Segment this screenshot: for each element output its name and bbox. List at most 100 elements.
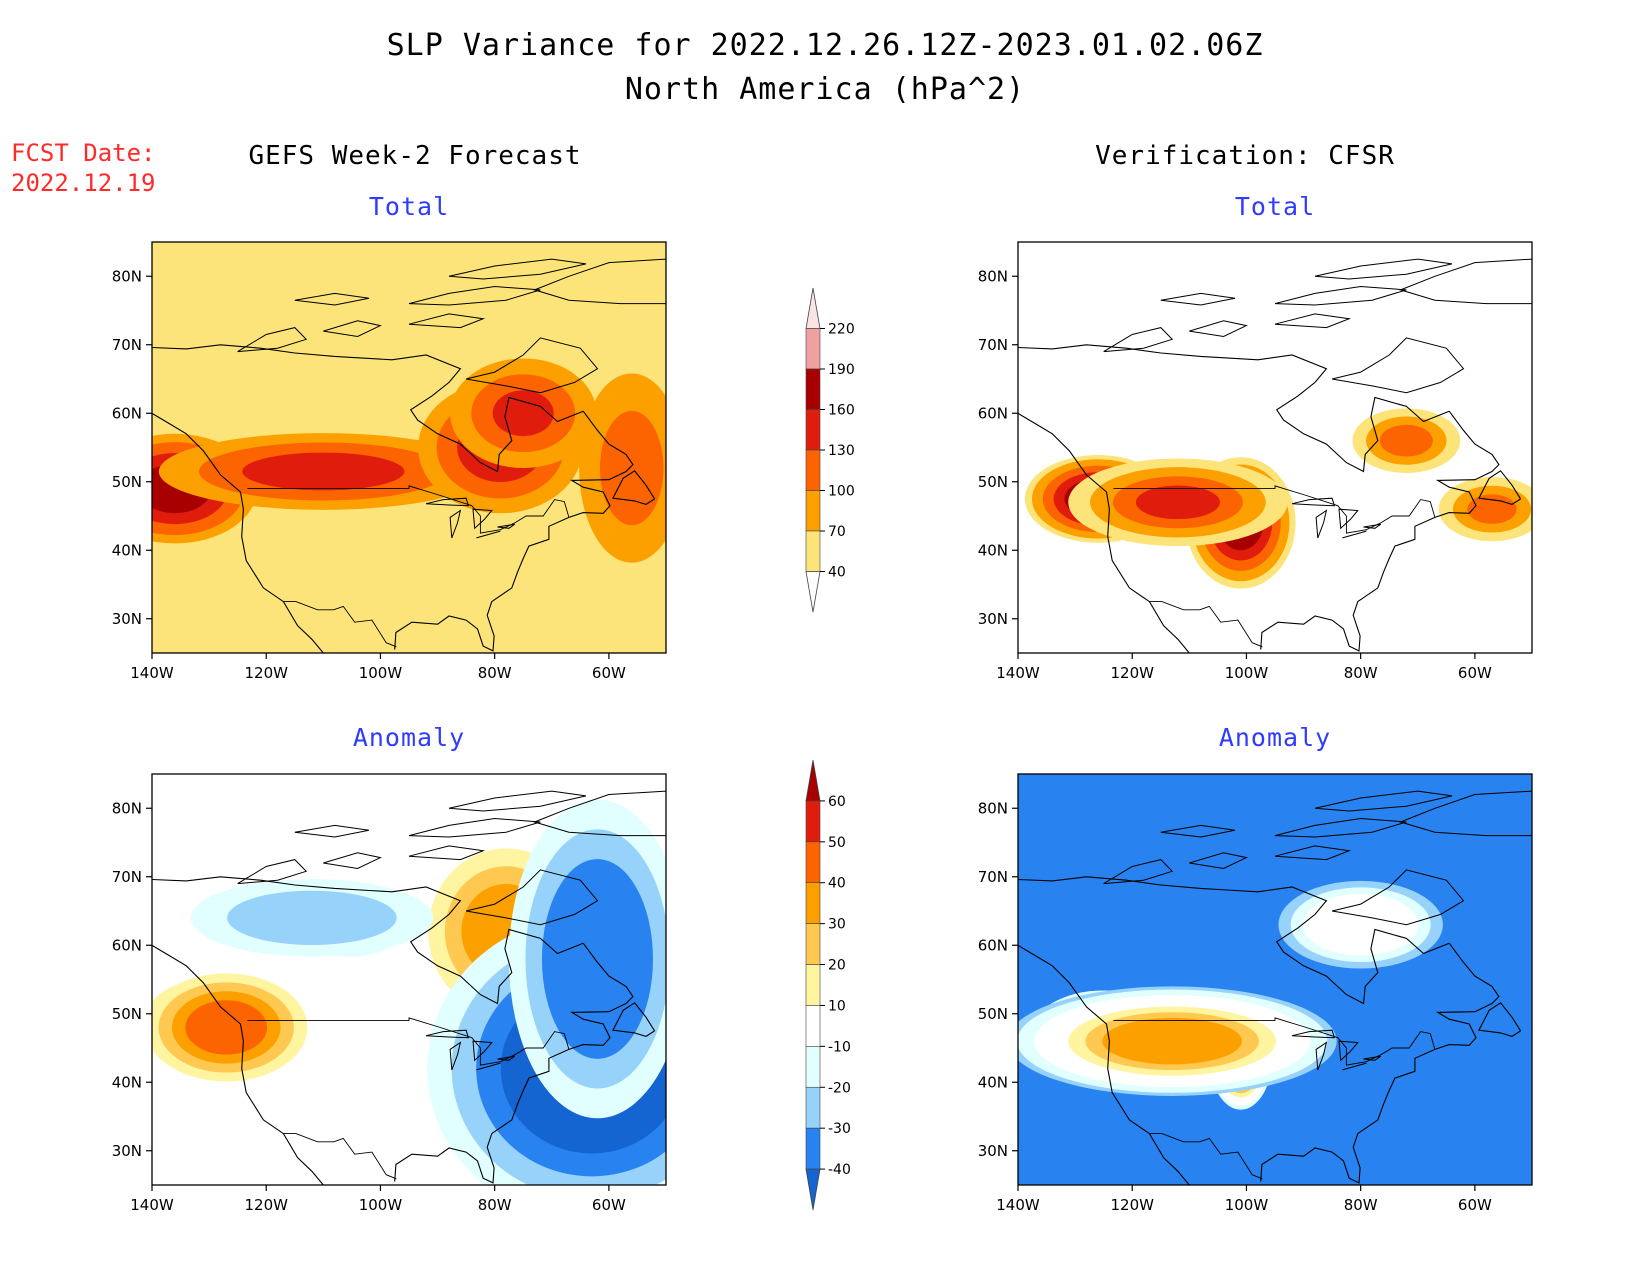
colorbar-end-triangle xyxy=(805,759,821,802)
x-tick-label: 60W xyxy=(1458,664,1492,682)
y-tick-label: 50N xyxy=(112,473,142,491)
colorbar-label: 160 xyxy=(828,403,855,419)
contour-blob xyxy=(158,433,488,510)
contour-blob xyxy=(1278,880,1443,969)
lake-outline xyxy=(425,497,470,507)
colorbar-label: 190 xyxy=(828,362,855,378)
political-border xyxy=(247,1017,570,1066)
lake-outline xyxy=(449,509,462,539)
colorbar-label: 50 xyxy=(828,835,846,851)
political-border xyxy=(247,485,570,534)
island-outline xyxy=(1274,313,1352,329)
colorbar-label: 20 xyxy=(828,958,846,974)
fcst-date-value: 2022.12.19 xyxy=(11,169,156,197)
lake-outline xyxy=(497,1055,515,1061)
colorbar-swatch xyxy=(805,328,821,370)
colorbar-end-triangle xyxy=(805,287,821,329)
island-outline xyxy=(533,258,666,305)
lake-outline xyxy=(1315,1041,1328,1071)
lake-outline xyxy=(1315,509,1328,539)
lake-outline xyxy=(1338,508,1359,530)
y-tick-label: 60N xyxy=(978,936,1008,954)
y-tick-label: 80N xyxy=(112,267,142,285)
contour-level xyxy=(492,390,554,437)
island-outline xyxy=(237,859,308,885)
colorbar-label: 220 xyxy=(828,322,855,338)
contour-level xyxy=(1135,485,1220,520)
island-outline xyxy=(1189,852,1248,870)
island-outline xyxy=(408,817,541,838)
contour-level xyxy=(541,859,653,1059)
contour-level xyxy=(227,890,397,945)
contour-blob xyxy=(1438,477,1532,542)
y-tick-label: 50N xyxy=(112,1005,142,1023)
lake-outline xyxy=(472,1040,493,1062)
map-panel-cfsr-anomaly: 140W 120W 100W 80W 60W 30N 40N 50N 60N 70N 80N xyxy=(978,773,1533,1214)
political-border xyxy=(1149,1133,1263,1180)
lake-outline xyxy=(497,523,515,529)
panel-title-gefs-anomaly: Anomaly xyxy=(352,723,466,752)
colorbar-swatch xyxy=(805,409,821,451)
colorbar-swatch xyxy=(805,368,821,410)
panel-title-cfsr-anomaly: Anomaly xyxy=(1218,723,1332,752)
island-outline xyxy=(1331,337,1465,394)
colorbar-label: 30 xyxy=(828,917,846,933)
island-outline xyxy=(1103,327,1174,353)
x-tick-label: 80W xyxy=(478,1196,512,1214)
map-panel-gefs-anomaly: 140W 120W 100W 80W 60W 30N 40N 50N 60N 70N 80N xyxy=(112,773,667,1214)
figure-title-line2: North America (hPa^2) xyxy=(624,72,1026,107)
colorbar-label: 130 xyxy=(828,443,855,459)
y-tick-label: 50N xyxy=(978,473,1008,491)
column-header-verification: Verification: CFSR xyxy=(1095,141,1395,171)
y-tick-label: 80N xyxy=(978,267,1008,285)
island-outline xyxy=(1331,869,1465,926)
lake-outline xyxy=(1338,1040,1359,1062)
map-frame xyxy=(1017,773,1533,1186)
lake-outline xyxy=(1363,523,1381,529)
colorbar-end-triangle xyxy=(805,1168,821,1211)
colorbar-swatch xyxy=(805,490,821,532)
island-outline xyxy=(465,337,599,394)
contour-level xyxy=(1379,424,1433,457)
colorbar-label: 40 xyxy=(828,565,846,581)
y-tick-label: 60N xyxy=(112,936,142,954)
x-tick-label: 80W xyxy=(1344,1196,1378,1214)
island-outline xyxy=(294,824,370,838)
colorbar-swatch xyxy=(805,1086,821,1129)
contour-blob xyxy=(190,879,434,957)
colorbar-swatch xyxy=(805,530,821,572)
island-outline xyxy=(465,869,599,926)
y-tick-label: 50N xyxy=(978,1005,1008,1023)
island-outline xyxy=(408,285,541,306)
island-outline xyxy=(448,258,587,280)
x-tick-label: 120W xyxy=(1110,664,1154,682)
y-tick-label: 60N xyxy=(978,404,1008,422)
contour-level xyxy=(1302,893,1419,956)
contour-level xyxy=(1102,1017,1243,1065)
island-outline xyxy=(323,320,382,338)
colorbar-anomaly: -40 -30 -20 -10 10 20 30 40 50 60 xyxy=(805,759,851,1211)
political-border xyxy=(1149,601,1263,648)
contour-level xyxy=(242,452,405,491)
lake-outline xyxy=(472,508,493,530)
island-outline xyxy=(1399,258,1532,305)
lake-outline xyxy=(1291,497,1336,507)
y-tick-label: 40N xyxy=(112,541,142,559)
political-border xyxy=(1113,1017,1436,1066)
colorbar-swatch xyxy=(805,800,821,843)
island-outline xyxy=(237,327,308,353)
panel-title-gefs-total: Total xyxy=(368,192,450,221)
coastline xyxy=(1018,876,1522,1185)
contour-level xyxy=(1467,494,1517,524)
contour-blob xyxy=(1352,408,1461,473)
colorbar-swatch xyxy=(805,923,821,965)
y-tick-label: 30N xyxy=(112,1142,142,1160)
field-background xyxy=(1018,774,1532,1185)
colorbar-label: -40 xyxy=(828,1162,851,1178)
map-panel-gefs-total: 140W 120W 100W 80W 60W 30N 40N 50N 60N 70N 80N xyxy=(112,241,667,682)
coastline xyxy=(152,876,656,1185)
x-tick-label: 140W xyxy=(996,1196,1040,1214)
colorbar-end-triangle xyxy=(805,571,821,613)
x-tick-label: 120W xyxy=(244,664,288,682)
island-outline xyxy=(448,790,587,812)
